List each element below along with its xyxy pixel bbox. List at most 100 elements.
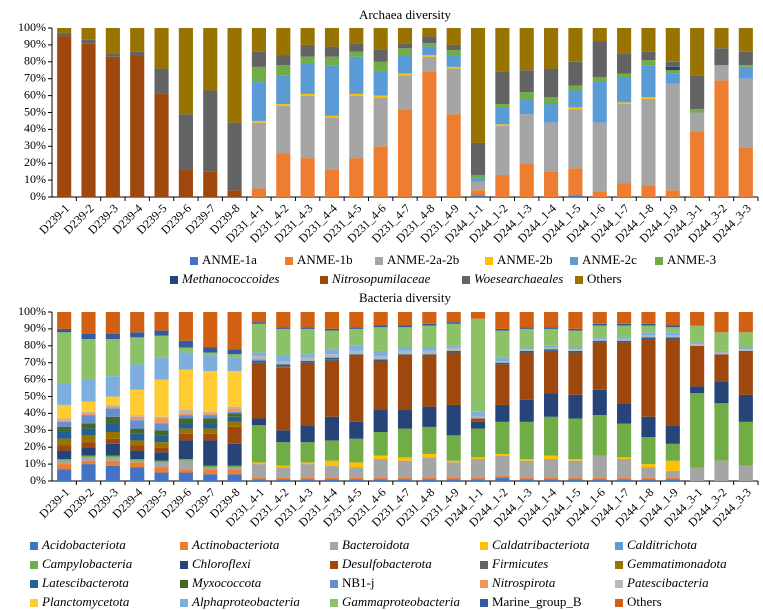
bar-segment — [349, 328, 364, 346]
bar-segment — [57, 382, 72, 405]
bar-segment — [276, 355, 291, 362]
bar-segment — [738, 347, 753, 350]
y-tick-label: 100% — [18, 304, 46, 318]
bar-segment — [154, 472, 169, 481]
bar-segment — [665, 470, 680, 478]
bar-segment — [568, 479, 583, 481]
bar-segment — [251, 362, 266, 419]
bar-segment — [105, 465, 120, 481]
bar-segment — [276, 479, 291, 481]
bar-segment — [617, 423, 632, 458]
bar-segment — [592, 415, 607, 456]
bar-segment — [495, 475, 510, 478]
bar-segment — [57, 312, 72, 329]
bar-segment — [714, 381, 729, 404]
bar-segment — [251, 66, 266, 83]
bar-segment — [276, 467, 291, 478]
bar-segment — [617, 325, 632, 338]
bar-segment — [300, 477, 315, 480]
bar-segment — [446, 68, 461, 115]
bar-segment — [57, 459, 72, 461]
bar-segment — [397, 460, 413, 478]
bar-segment — [178, 340, 193, 348]
bar-segment — [738, 465, 753, 481]
legend-swatch — [575, 276, 583, 284]
legend-swatch — [180, 542, 188, 550]
bar-segment — [81, 312, 96, 334]
bar-segment — [568, 349, 583, 351]
bar-segment — [495, 312, 510, 329]
bar-segment — [665, 337, 680, 340]
legend-label: Acidobacteriota — [41, 537, 126, 552]
bar-segment — [446, 49, 461, 56]
bar-segment — [617, 457, 632, 460]
legend-label: Methanococcoides — [181, 271, 279, 286]
bar-segment — [544, 393, 559, 417]
bar-segment — [300, 28, 315, 45]
bar-segment — [470, 142, 486, 176]
bar-segment — [519, 114, 534, 164]
bar-segment — [227, 408, 242, 412]
bar-segment — [470, 428, 486, 458]
bar-segment — [641, 51, 656, 61]
bar-segment — [276, 367, 291, 431]
legend-swatch — [180, 561, 188, 569]
bar-segment — [665, 312, 680, 326]
legend-swatch — [30, 561, 38, 569]
bar-segment — [470, 190, 486, 196]
y-tick-label: 90% — [24, 321, 46, 335]
bar-segment — [470, 477, 486, 480]
y-tick-label: 80% — [24, 338, 46, 352]
bar-segment — [130, 312, 145, 333]
legend-label: Caldatribacteriota — [492, 537, 590, 552]
bar-segment — [203, 415, 218, 419]
bar-segment — [397, 75, 413, 110]
bar-segment — [300, 354, 315, 358]
bar-segment — [641, 467, 656, 478]
bar-segment — [105, 339, 120, 377]
bar-segment — [300, 95, 315, 159]
bar-segment — [519, 349, 534, 351]
bar-segment — [422, 36, 437, 44]
bar-segment — [130, 337, 145, 365]
bar-segment — [324, 169, 340, 197]
bar-segment — [641, 416, 656, 438]
bar-segment — [154, 312, 169, 331]
bar-segment — [227, 312, 242, 350]
legend-swatch — [30, 599, 38, 607]
bar-segment — [519, 70, 534, 93]
bar-segment — [57, 418, 72, 421]
bar-segment — [519, 347, 534, 350]
bar-segment — [690, 109, 705, 113]
bar-segment — [203, 371, 218, 412]
bar-segment — [397, 428, 413, 458]
bar-segment — [568, 195, 583, 197]
bar-segment — [178, 347, 193, 353]
bar-segment — [690, 345, 705, 387]
bar-segment — [324, 115, 340, 118]
bar-segment — [568, 328, 583, 331]
y-tick-label: 0% — [30, 189, 46, 203]
bar-segment — [544, 349, 559, 351]
bar-segment — [617, 337, 632, 340]
bar-segment — [617, 104, 632, 184]
bar-segment — [57, 28, 72, 34]
legend-swatch — [480, 580, 488, 588]
bar-segment — [178, 428, 193, 434]
bar-segment — [592, 342, 607, 390]
bar-segment — [617, 323, 632, 326]
bar-segment — [641, 98, 656, 186]
bar-segment — [154, 430, 169, 436]
bar-segment — [397, 28, 413, 44]
bar-segment — [276, 364, 291, 367]
bar-segment — [495, 71, 510, 105]
bar-segment — [324, 361, 340, 417]
bar-segment — [568, 28, 583, 62]
y-tick-label: 60% — [24, 371, 46, 385]
bar-segment — [178, 469, 193, 473]
bar-segment — [227, 465, 242, 468]
legend-swatch — [615, 561, 623, 569]
bar-segment — [105, 56, 120, 198]
bar-segment — [446, 66, 461, 69]
bar-segment — [203, 474, 218, 481]
